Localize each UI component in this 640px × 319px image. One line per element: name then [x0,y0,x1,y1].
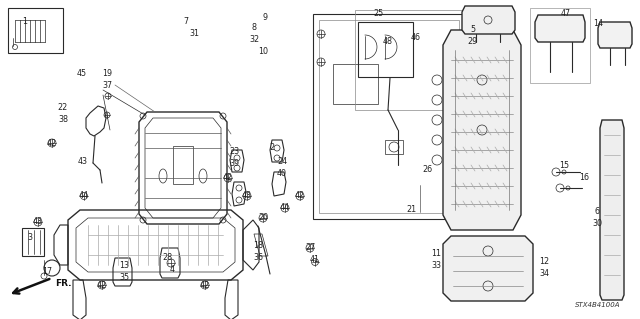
Text: 17: 17 [42,268,52,277]
Bar [22,228,44,256]
Text: 11: 11 [431,249,441,258]
Text: 20: 20 [258,213,268,222]
Bar [358,22,413,77]
Polygon shape [535,15,585,42]
Text: 23: 23 [229,147,239,157]
Text: 42: 42 [47,138,57,147]
Bar [530,8,590,83]
Polygon shape [600,120,624,300]
Polygon shape [443,236,533,301]
Text: 5: 5 [470,26,476,34]
Text: 25: 25 [374,10,384,19]
Text: 21: 21 [406,205,416,214]
Bar [173,146,193,184]
Text: 12: 12 [539,257,549,266]
Text: 19: 19 [102,70,112,78]
Text: 4: 4 [170,265,175,275]
Text: 22: 22 [58,103,68,113]
Text: 39: 39 [229,160,239,168]
Text: 44: 44 [280,204,290,212]
Text: 16: 16 [579,174,589,182]
Text: 29: 29 [468,38,478,47]
Text: 42: 42 [223,174,233,182]
Polygon shape [443,30,521,230]
Text: 26: 26 [422,166,432,174]
Text: 8: 8 [252,24,257,33]
Text: 40: 40 [277,169,287,179]
Text: 36: 36 [253,254,263,263]
Text: 13: 13 [119,261,129,270]
Text: 45: 45 [77,70,87,78]
Bar [385,140,403,154]
Text: 43: 43 [242,191,252,201]
Text: 44: 44 [79,191,89,201]
Text: 9: 9 [262,13,268,23]
Text: STX4B4100A: STX4B4100A [575,302,620,308]
Bar [355,10,467,110]
Text: 41: 41 [310,256,320,264]
Text: 46: 46 [411,33,421,42]
Text: 35: 35 [119,272,129,281]
Text: 30: 30 [592,219,602,228]
Text: 3: 3 [28,234,33,242]
Text: 34: 34 [539,270,549,278]
Text: 2: 2 [269,144,275,152]
Text: 24: 24 [277,158,287,167]
Bar [8,8,63,53]
Text: 27: 27 [305,243,315,253]
Text: 18: 18 [253,241,263,250]
Text: 43: 43 [33,218,43,226]
Text: 10: 10 [258,48,268,56]
Text: 7: 7 [184,18,189,26]
Text: 38: 38 [58,115,68,124]
Bar [333,64,378,104]
Text: 31: 31 [189,29,199,39]
Text: 42: 42 [200,280,210,290]
Text: FR.: FR. [55,279,72,288]
Text: 33: 33 [431,262,441,271]
Text: 47: 47 [561,10,571,19]
Text: 1: 1 [22,18,28,26]
Text: 37: 37 [102,81,112,91]
Bar [313,14,465,219]
Bar [319,20,459,213]
Text: 42: 42 [295,191,305,201]
Text: 43: 43 [78,158,88,167]
Text: 32: 32 [249,35,259,44]
Text: 14: 14 [593,19,603,28]
Polygon shape [462,6,515,34]
Text: 15: 15 [559,161,569,170]
Text: 28: 28 [162,254,172,263]
Text: 48: 48 [383,38,393,47]
Text: 6: 6 [595,207,600,217]
Polygon shape [598,22,632,48]
Text: 42: 42 [97,280,107,290]
